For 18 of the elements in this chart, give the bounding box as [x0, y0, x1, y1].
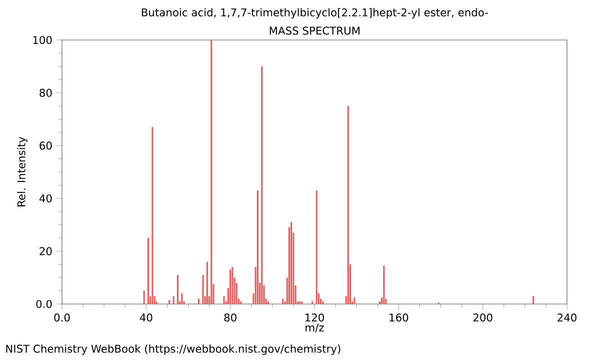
x-tick-label: 160 — [390, 313, 408, 322]
y-tick-label: 20 — [40, 247, 52, 256]
x-tick-label: 0.0 — [54, 313, 70, 322]
x-tick-label: 240 — [558, 313, 576, 322]
y-axis-title: Rel. Intensity — [17, 136, 28, 206]
x-axis-title: m/z — [306, 324, 324, 332]
chart-title: Butanoic acid, 1,7,7-trimethylbicyclo[2.2.1]hept-2-yl ester, endo- — [142, 8, 488, 18]
x-tick-label: 120 — [305, 313, 324, 322]
y-tick-label: 100 — [33, 36, 52, 44]
y-tick-label: 60 — [40, 142, 52, 150]
text: NIST Chemistry WebBook (https://webbook.nist.gov/chemistry) — [6, 344, 340, 355]
x-tick-label: 80 — [224, 313, 236, 322]
x-tick-label: 200 — [473, 313, 492, 322]
y-tick-label: 80 — [40, 88, 52, 97]
y-tick-label: 40 — [39, 194, 52, 202]
chart-subtitle: MASS SPECTRUM — [270, 26, 360, 35]
x-tick-label: 40 — [140, 313, 152, 322]
y-tick-label: 0.0 — [36, 300, 52, 308]
